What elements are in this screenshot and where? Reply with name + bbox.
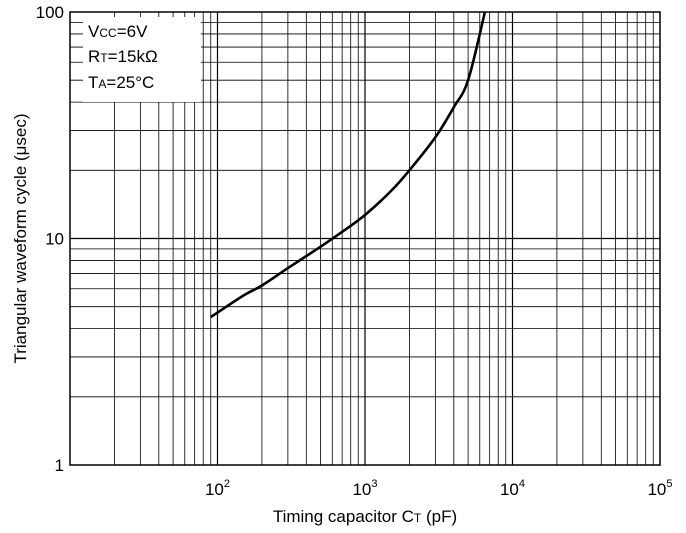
y-tick-label: 10: [45, 230, 64, 249]
x-tick-label: 104: [500, 478, 525, 499]
condition-ta: TA=25°C: [88, 73, 154, 92]
y-tick-label: 100: [36, 3, 64, 22]
x-tick-label: 103: [352, 478, 377, 499]
series-line-0: [211, 12, 485, 317]
condition-rt: RT=15kΩ: [88, 47, 158, 66]
x-tick-label: 105: [647, 478, 672, 499]
conditions-box: VCC=6V RT=15kΩ TA=25°C: [83, 17, 201, 102]
condition-vcc: VCC=6V: [88, 22, 148, 41]
y-tick-label: 1: [55, 456, 64, 475]
series-layer: [211, 12, 485, 317]
x-tick-label: 102: [205, 478, 230, 499]
y-axis-label: Triangular waveform cycle (μsec): [11, 113, 30, 363]
x-axis-label: Timing capacitor CT (pF): [273, 507, 457, 526]
